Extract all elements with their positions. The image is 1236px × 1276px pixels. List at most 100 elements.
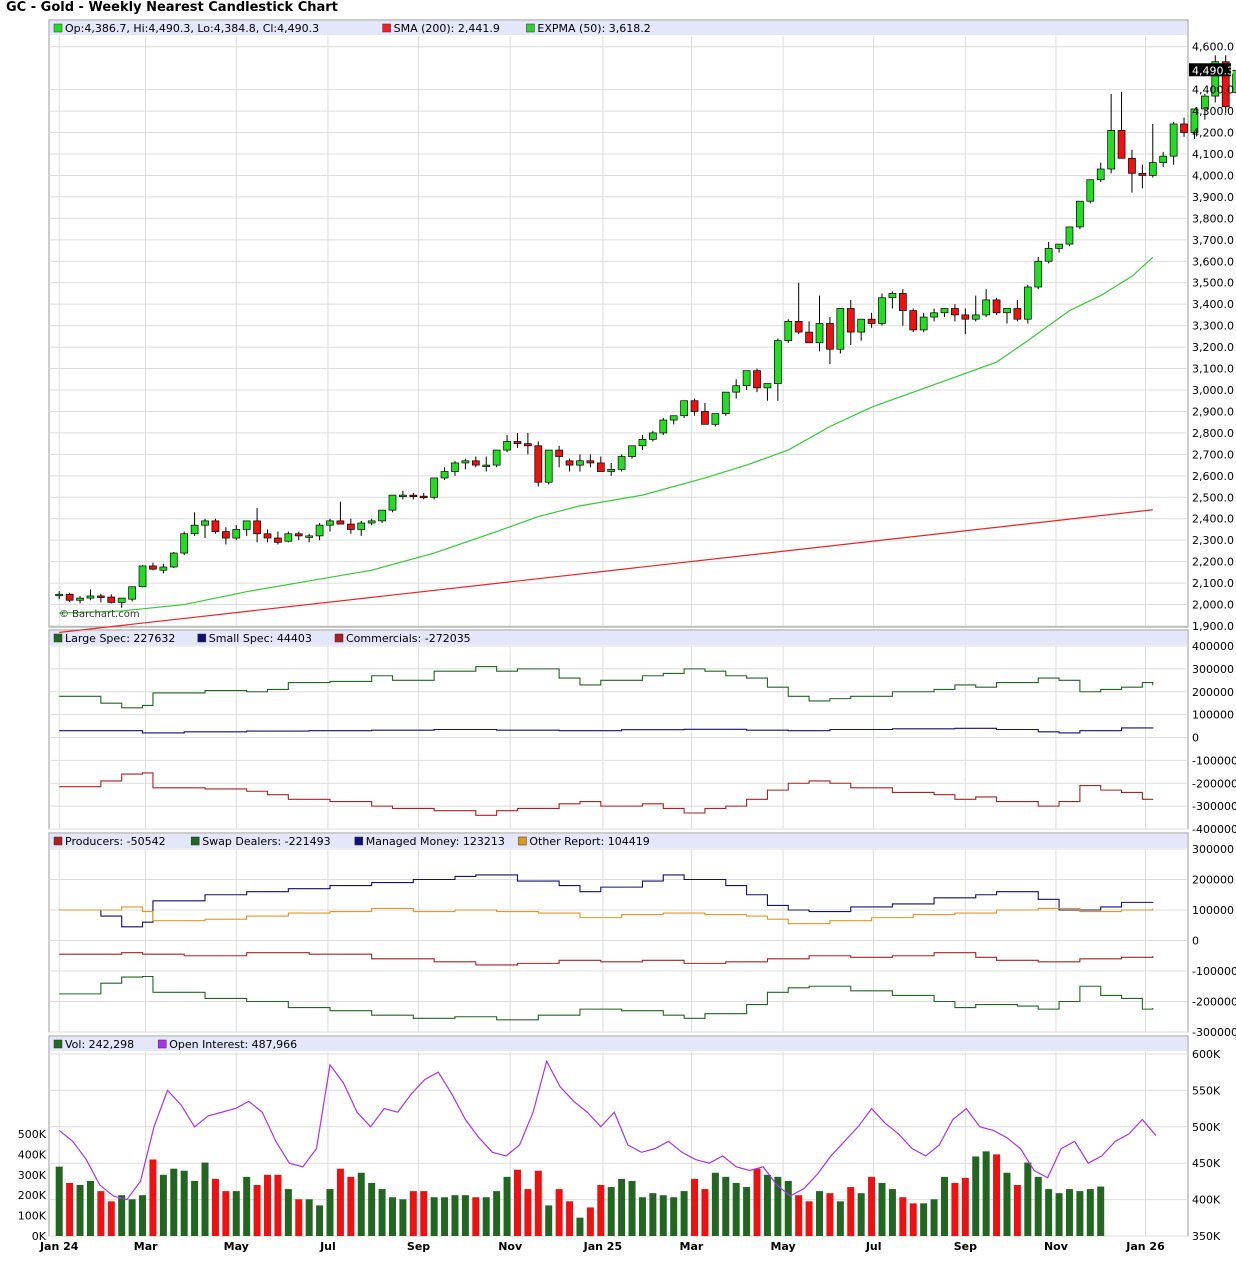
vol-legend-label: Open Interest: 487,966 <box>169 1038 297 1051</box>
candle-body <box>794 320 803 333</box>
vol-legend-swatch <box>157 1039 167 1049</box>
candle-body <box>753 370 761 389</box>
volume-bar <box>149 1159 157 1236</box>
candle-body <box>586 460 595 464</box>
volume-bar <box>513 1169 521 1236</box>
price-legend-label: SMA (200): 2,441.9 <box>394 22 500 35</box>
volume-bar <box>326 1189 334 1236</box>
swap-dealers-line <box>59 975 1154 1021</box>
volume-bar <box>701 1189 709 1236</box>
candle-body <box>544 449 553 483</box>
volume-bar <box>1024 1162 1032 1236</box>
watermark: © Barchart.com <box>59 609 140 620</box>
volume-bar <box>868 1176 876 1236</box>
candle-body <box>180 533 189 554</box>
volume-bar <box>232 1191 240 1236</box>
x-tick-label: Jan 24 <box>39 1240 79 1253</box>
volume-bar <box>66 1182 74 1236</box>
candle-body <box>576 460 584 466</box>
volume-bar <box>430 1197 438 1236</box>
volume-bar <box>878 1182 886 1236</box>
y-tick-label: 200000 <box>1192 686 1234 699</box>
candle-body <box>628 445 636 457</box>
y-tick-label: -200000 <box>1192 777 1236 790</box>
price-legend-label: EXPMA (50): 3,618.2 <box>537 22 650 35</box>
volume-bar <box>461 1195 469 1236</box>
y-tick-label: -100000 <box>1192 965 1236 978</box>
cot2-legend-swatch <box>518 836 527 846</box>
cot2-legend-bar <box>50 834 1187 848</box>
candle-body <box>451 462 459 472</box>
candle-body <box>1096 168 1105 181</box>
y-tick-label: -300000 <box>1192 1026 1236 1039</box>
candle-body <box>763 383 772 389</box>
cot2-legend-label: Swap Dealers: -221493 <box>202 835 330 848</box>
candle-body <box>961 314 970 320</box>
volume-bar <box>618 1178 626 1236</box>
candle-body <box>596 462 605 472</box>
y-tick-label: 3,600.0 <box>1192 255 1234 268</box>
volume-bar <box>472 1197 480 1236</box>
open-interest-tick-label: 500K <box>1192 1121 1221 1134</box>
volume-bar <box>388 1197 396 1236</box>
volume-bar <box>638 1197 646 1236</box>
x-tick-label: May <box>224 1240 249 1253</box>
candle-body <box>97 595 105 598</box>
legend-layer: Op:4,386.7, Hi:4,490.3, Lo:4,384.8, Cl:4… <box>53 22 651 1051</box>
candle-body <box>503 441 511 451</box>
candle-body <box>138 565 147 588</box>
y-tick-label: 300000 <box>1192 843 1234 856</box>
candle-body <box>878 297 886 324</box>
price-legend-swatch <box>53 23 63 33</box>
candle-body <box>1232 69 1236 93</box>
candle-body <box>128 586 136 600</box>
y-tick-label: 2,100.0 <box>1192 577 1234 590</box>
volume-bar <box>805 1201 813 1236</box>
volume-bar <box>493 1191 501 1236</box>
candle-body <box>721 391 730 414</box>
candle-body <box>492 449 501 466</box>
volume-bar <box>888 1189 896 1236</box>
volume-bar <box>659 1195 667 1236</box>
volume-bar <box>503 1176 511 1236</box>
candle-body <box>898 293 907 311</box>
x-tick-label: Jul <box>865 1240 882 1253</box>
candle-body <box>378 509 386 522</box>
volume-bar <box>441 1197 449 1236</box>
volume-bar <box>253 1185 261 1236</box>
candle-body <box>649 432 657 440</box>
volume-bar <box>836 1201 844 1236</box>
candle-body <box>784 320 793 342</box>
candle-body <box>1013 308 1022 320</box>
x-tick-label: Jul <box>319 1240 336 1253</box>
candle-body <box>773 340 782 384</box>
cot1-legend-label: Large Spec: 227632 <box>65 632 175 645</box>
volume-bar <box>847 1187 855 1236</box>
expma-50-line <box>59 256 1154 614</box>
x-tick-label: Jan 25 <box>583 1240 622 1253</box>
candle-body <box>76 597 84 601</box>
volume-bar <box>784 1180 792 1236</box>
volume-bar <box>586 1207 594 1236</box>
volume-bar <box>795 1195 803 1236</box>
candle-body <box>1044 248 1053 262</box>
candle-body <box>805 331 813 344</box>
open-interest-line <box>58 1059 1157 1201</box>
candle-body <box>117 597 126 603</box>
candle-body <box>846 308 855 333</box>
volume-bar <box>1065 1189 1073 1236</box>
y-tick-label: 4,400.0 <box>1192 84 1234 97</box>
volume-bar <box>763 1174 771 1236</box>
volume-bar <box>576 1217 584 1236</box>
volume-bar <box>628 1180 636 1236</box>
candle-body <box>336 520 345 525</box>
x-tick-label: Sep <box>407 1240 430 1253</box>
volume-bar <box>909 1203 917 1236</box>
volume-bar <box>243 1176 251 1236</box>
y-tick-label: 200000 <box>1192 874 1234 887</box>
axis-labels: Jan 24 Mar May Jul Sep Nov Jan 25 Mar May Jul Sep N… <box>18 41 1236 1253</box>
volume-bar <box>128 1199 136 1236</box>
volume-bar <box>357 1172 365 1236</box>
candle-body <box>367 520 376 524</box>
volume-bar <box>1097 1186 1105 1236</box>
